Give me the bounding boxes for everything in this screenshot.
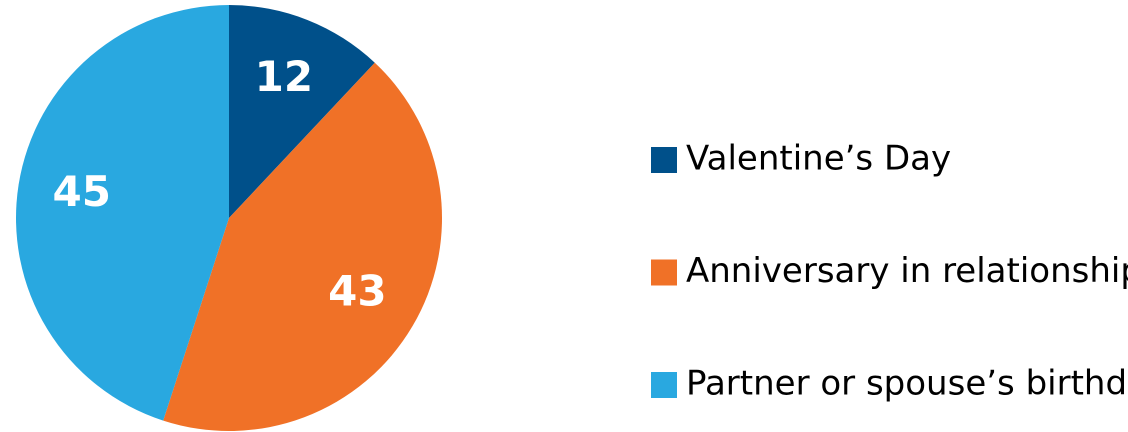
data-label: 12	[255, 52, 313, 101]
legend-swatch	[651, 372, 677, 398]
data-label: 43	[328, 266, 386, 315]
pie-slice	[229, 5, 375, 218]
legend-label: Anniversary in relationship	[686, 251, 1128, 291]
pie-slice	[163, 62, 443, 432]
legend-swatch	[651, 147, 677, 173]
data-label: 45	[53, 167, 111, 216]
legend-label: Partner or spouse’s birthday	[686, 364, 1128, 404]
legend-swatch	[651, 259, 677, 286]
pie-slice	[16, 5, 229, 421]
legend-label: Valentine’s Day	[686, 139, 951, 179]
